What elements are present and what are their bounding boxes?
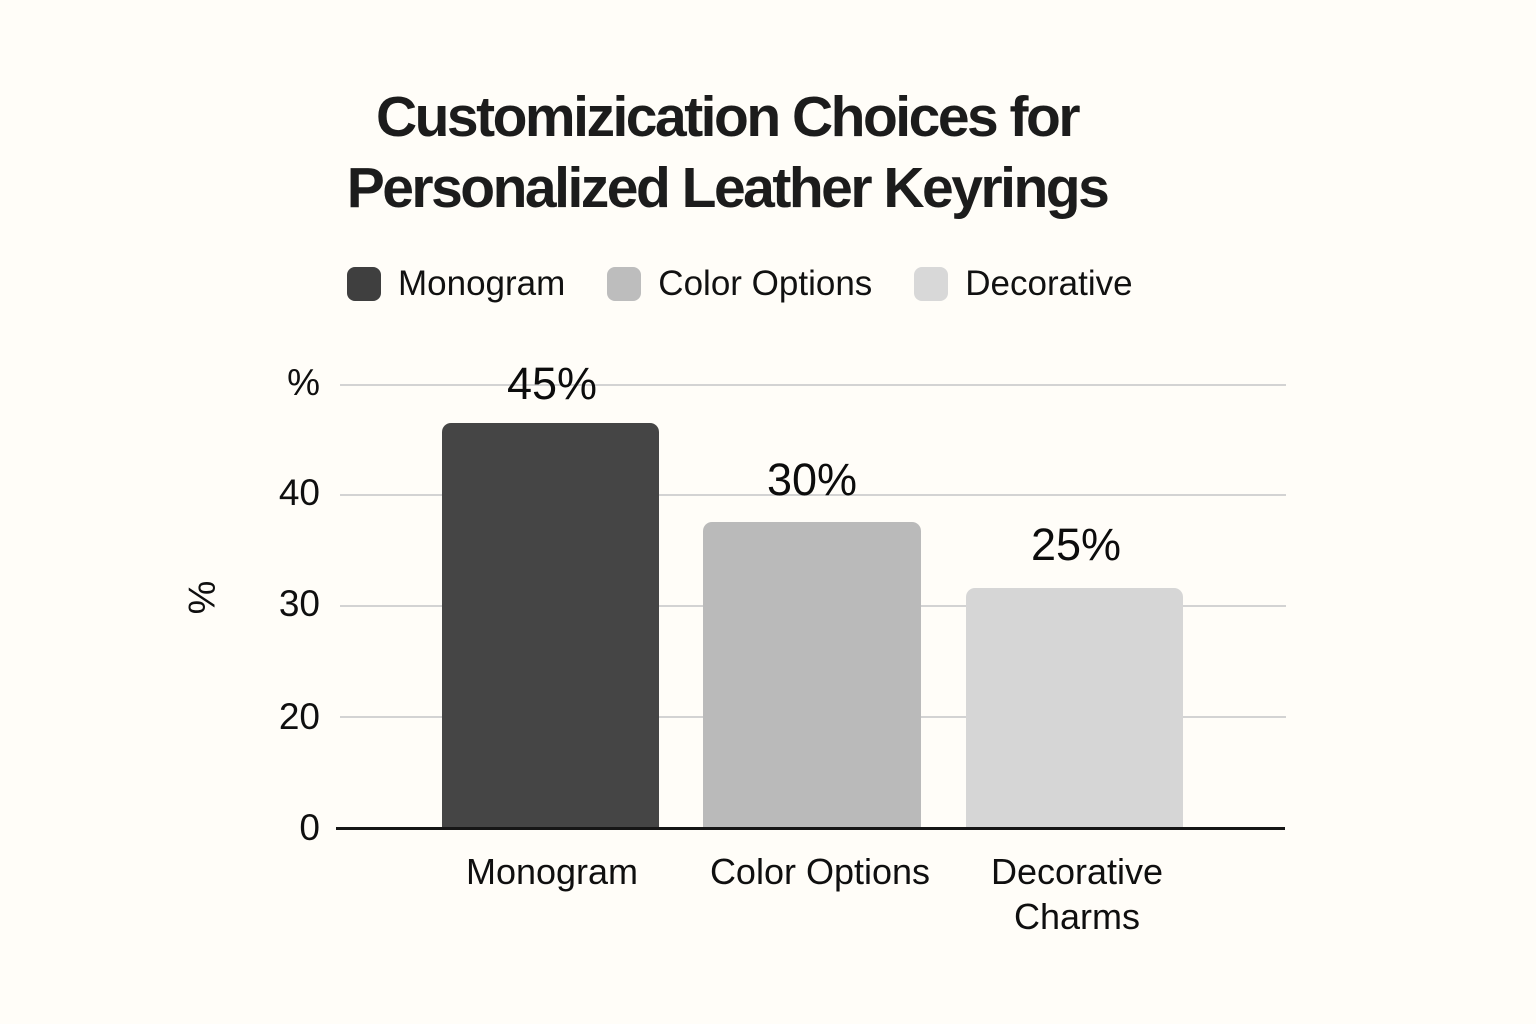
legend-swatch-decorative <box>914 267 949 301</box>
legend-item-decorative: Decorative <box>914 264 1133 304</box>
x-axis-line <box>336 827 1285 830</box>
legend-item-color-options: Color Options <box>607 264 872 304</box>
y-tick-40: 40 <box>278 472 320 513</box>
chart-legend: Monogram Color Options Decorative <box>347 264 1133 304</box>
bar-value-monogram: 45% <box>506 358 598 409</box>
legend-swatch-color-options <box>607 267 642 301</box>
legend-item-monogram: Monogram <box>347 264 565 304</box>
legend-label-color-options: Color Options <box>658 264 873 303</box>
legend-label-decorative: Decorative <box>965 264 1133 303</box>
chart-title-line-1: Customizication Choices for <box>375 85 1081 149</box>
x-label-color-options: Color Options <box>709 851 931 892</box>
gridline-top <box>340 384 1286 386</box>
bar-monogram <box>442 423 659 827</box>
legend-swatch-monogram <box>347 267 381 301</box>
gridline-40 <box>340 494 1286 496</box>
bar-color-options <box>703 522 921 827</box>
y-tick-0: 0 <box>299 807 320 848</box>
chart-title: Customizication Choices for Personalized… <box>0 82 1454 224</box>
legend-label-monogram: Monogram <box>398 264 566 303</box>
y-tick-20: 20 <box>278 696 320 737</box>
y-tick-30: 30 <box>278 583 320 624</box>
y-tick-percent: % <box>287 362 320 403</box>
x-label-monogram: Monogram <box>465 851 639 892</box>
x-label-decorative-charms: Decorative Charms <box>990 851 1164 937</box>
bar-value-color-options: 30% <box>766 454 858 505</box>
bar-decorative-charms <box>966 588 1183 827</box>
chart-title-line-2: Personalized Leather Keyrings <box>346 156 1110 220</box>
y-axis-title: % <box>181 580 224 615</box>
bar-value-decorative-charms: 25% <box>1030 519 1122 570</box>
